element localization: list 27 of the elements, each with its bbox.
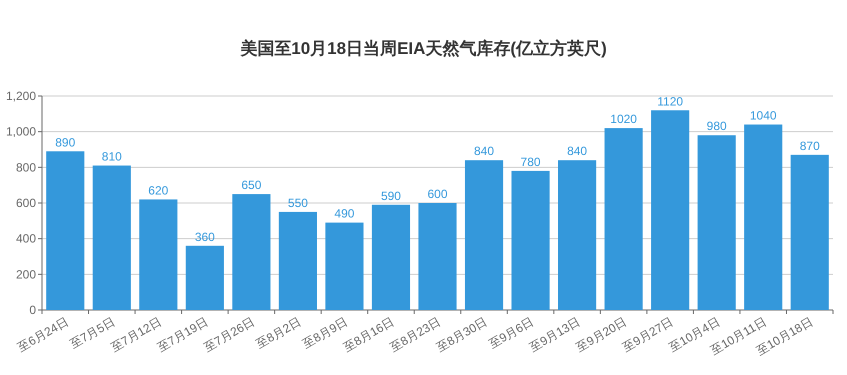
ytick: 1,000 [6, 124, 36, 139]
data-label: 840 [474, 144, 494, 158]
data-label: 490 [334, 206, 354, 221]
data-label: 650 [241, 178, 262, 192]
xtick: 至6月24日 [15, 314, 71, 355]
ytick: 600 [16, 196, 36, 210]
ytick: 200 [16, 267, 36, 282]
ytick: 0 [29, 303, 36, 317]
ytick: 1,200 [6, 89, 36, 103]
data-label: 600 [427, 187, 448, 201]
data-label: 620 [148, 183, 168, 198]
data-label: 980 [706, 119, 727, 134]
data-label: 840 [567, 144, 588, 158]
ytick: 800 [16, 160, 36, 174]
data-label: 590 [380, 188, 401, 203]
data-label: 1040 [750, 108, 777, 123]
data-label: 870 [800, 138, 820, 153]
data-label: 550 [288, 196, 308, 210]
data-label: 890 [55, 135, 76, 150]
data-label: 780 [520, 154, 541, 169]
data-label: 360 [194, 230, 215, 244]
xtick: 至8月2日 [254, 314, 304, 352]
data-label: 1120 [657, 94, 684, 108]
data-label: 810 [102, 150, 122, 164]
data-label: 1020 [610, 112, 637, 126]
title: 美国至10月18日当周EIA天然气库存(亿立方英尺) [240, 39, 607, 58]
ytick: 400 [16, 232, 36, 246]
